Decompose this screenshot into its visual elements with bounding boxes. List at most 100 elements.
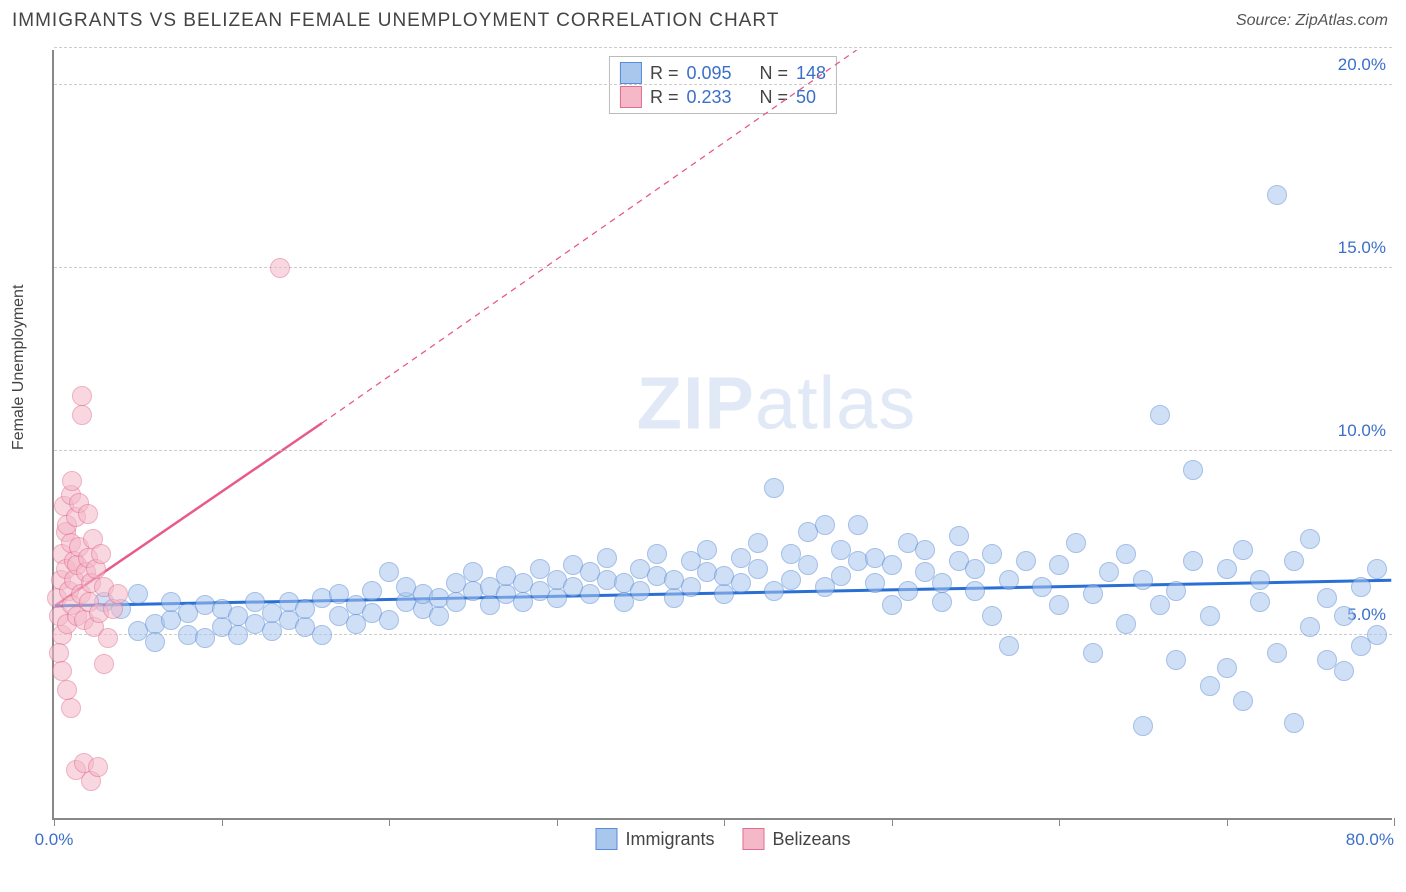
data-point (91, 544, 111, 564)
chart-header: IMMIGRANTS VS BELIZEAN FEMALE UNEMPLOYME… (0, 0, 1406, 42)
data-point (1217, 559, 1237, 579)
data-point (965, 581, 985, 601)
x-tick (557, 818, 558, 826)
data-point (597, 548, 617, 568)
series-legend: Immigrants Belizeans (595, 828, 850, 850)
data-point (1183, 551, 1203, 571)
data-point (915, 540, 935, 560)
watermark: ZIPatlas (637, 361, 916, 446)
y-tick-label: 15.0% (1338, 238, 1386, 258)
gridline (54, 84, 1392, 85)
x-tick (1394, 818, 1395, 826)
data-point (379, 562, 399, 582)
swatch-icon (620, 86, 642, 108)
data-point (1032, 577, 1052, 597)
data-point (630, 581, 650, 601)
chart-container: Female Unemployment ZIPatlas R = 0.095 N… (12, 50, 1394, 880)
data-point (1083, 643, 1103, 663)
data-point (1066, 533, 1086, 553)
data-point (949, 526, 969, 546)
data-point (1267, 185, 1287, 205)
y-axis-label: Female Unemployment (10, 285, 28, 450)
data-point (61, 698, 81, 718)
data-point (72, 405, 92, 425)
x-tick (1227, 818, 1228, 826)
x-tick (892, 818, 893, 826)
x-tick (54, 818, 55, 826)
data-point (49, 643, 69, 663)
y-tick-label: 20.0% (1338, 55, 1386, 75)
data-point (1317, 588, 1337, 608)
x-tick-label: 0.0% (35, 830, 74, 850)
x-tick (724, 818, 725, 826)
legend-item: Belizeans (742, 828, 850, 850)
data-point (1049, 555, 1069, 575)
x-tick (389, 818, 390, 826)
data-point (1200, 676, 1220, 696)
stats-row: R = 0.095 N = 148 (620, 61, 826, 85)
trend-lines (54, 50, 1392, 818)
x-tick-label: 80.0% (1346, 830, 1394, 850)
data-point (647, 544, 667, 564)
data-point (1099, 562, 1119, 582)
data-point (1300, 617, 1320, 637)
data-point (145, 632, 165, 652)
data-point (898, 581, 918, 601)
data-point (1116, 544, 1136, 564)
swatch-icon (742, 828, 764, 850)
stats-row: R = 0.233 N = 50 (620, 85, 826, 109)
swatch-icon (620, 62, 642, 84)
data-point (748, 533, 768, 553)
gridline (54, 47, 1392, 48)
data-point (62, 471, 82, 491)
data-point (108, 584, 128, 604)
data-point (1200, 606, 1220, 626)
data-point (731, 573, 751, 593)
data-point (781, 570, 801, 590)
scatter-plot: ZIPatlas R = 0.095 N = 148 R = 0.233 N =… (52, 50, 1392, 820)
data-point (1049, 595, 1069, 615)
chart-title: IMMIGRANTS VS BELIZEAN FEMALE UNEMPLOYME… (12, 10, 779, 32)
data-point (98, 628, 118, 648)
data-point (965, 559, 985, 579)
data-point (831, 566, 851, 586)
data-point (1150, 595, 1170, 615)
data-point (882, 595, 902, 615)
data-point (1083, 584, 1103, 604)
data-point (1284, 713, 1304, 733)
data-point (429, 606, 449, 626)
data-point (697, 540, 717, 560)
data-point (1133, 570, 1153, 590)
chart-source: Source: ZipAtlas.com (1236, 12, 1388, 30)
gridline (54, 450, 1392, 451)
data-point (463, 562, 483, 582)
data-point (982, 544, 1002, 564)
data-point (312, 625, 332, 645)
data-point (270, 258, 290, 278)
data-point (932, 592, 952, 612)
data-point (1233, 691, 1253, 711)
data-point (78, 504, 98, 524)
data-point (815, 515, 835, 535)
data-point (999, 570, 1019, 590)
data-point (1267, 643, 1287, 663)
data-point (362, 581, 382, 601)
legend-item: Immigrants (595, 828, 714, 850)
data-point (1284, 551, 1304, 571)
x-tick (222, 818, 223, 826)
data-point (1116, 614, 1136, 634)
data-point (94, 654, 114, 674)
data-point (1351, 577, 1371, 597)
data-point (1233, 540, 1253, 560)
data-point (1334, 661, 1354, 681)
data-point (748, 559, 768, 579)
data-point (882, 555, 902, 575)
data-point (681, 577, 701, 597)
data-point (1133, 716, 1153, 736)
data-point (848, 515, 868, 535)
data-point (932, 573, 952, 593)
data-point (1150, 405, 1170, 425)
data-point (1300, 529, 1320, 549)
gridline (54, 634, 1392, 635)
data-point (982, 606, 1002, 626)
